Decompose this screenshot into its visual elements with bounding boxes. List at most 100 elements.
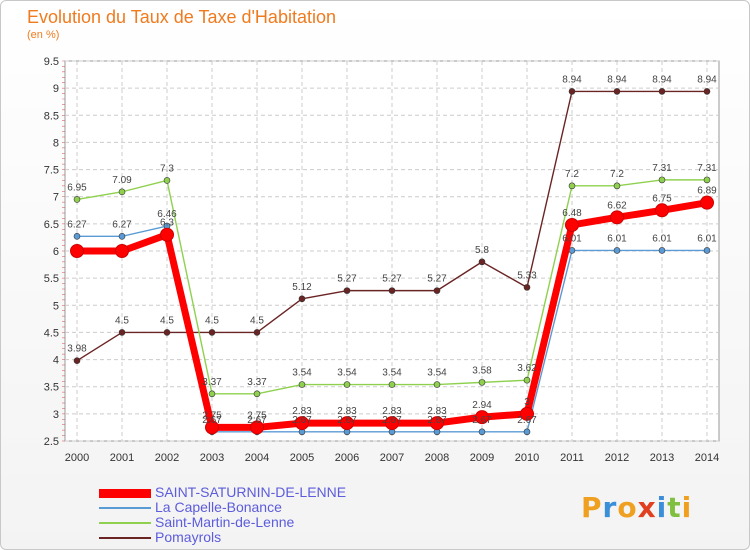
series-point-2 [703, 176, 711, 184]
data-label: 2.67 [427, 415, 447, 426]
series-point-0 [295, 416, 309, 431]
x-tick-label: 2007 [380, 452, 404, 464]
data-label: 3.58 [472, 365, 492, 376]
series-point-0 [430, 416, 444, 431]
legend-label: La Capelle-Bonance [155, 499, 282, 515]
series-point-2 [253, 390, 261, 398]
data-label: 8.94 [562, 74, 582, 85]
y-tick-label: 9.5 [44, 56, 59, 68]
data-label: 8.94 [652, 74, 672, 85]
x-tick-label: 2012 [605, 452, 629, 464]
legend-swatch [99, 522, 151, 524]
series-point-0 [70, 244, 84, 258]
y-tick-label: 6 [53, 246, 59, 258]
series-point-2 [343, 381, 351, 388]
series-point-3 [208, 329, 216, 336]
x-tick-label: 2013 [650, 452, 674, 464]
y-tick-label: 3.5 [44, 382, 59, 394]
chart-title: Evolution du Taux de Taxe d'Habitation [27, 7, 336, 27]
y-tick-label: 2.5 [44, 436, 59, 448]
logo-letter: r [602, 491, 618, 524]
data-label: 4.5 [205, 315, 219, 326]
series-point-2 [568, 182, 576, 190]
logo-letter: i [656, 491, 668, 524]
x-tick-label: 2011 [560, 452, 584, 464]
legend-label: Pomayrols [155, 529, 222, 545]
data-label: 6.01 [562, 233, 582, 244]
series-point-3 [568, 88, 576, 95]
data-label: 6.3 [160, 218, 174, 229]
series-point-3 [253, 329, 261, 336]
series-point-3 [613, 88, 621, 95]
legend-swatch [99, 488, 151, 498]
data-label: 2.75 [247, 410, 267, 421]
series-point-3 [388, 287, 396, 294]
x-tick-label: 2003 [200, 452, 224, 464]
data-label: 7.2 [565, 169, 579, 180]
y-tick-label: 6.5 [44, 219, 59, 231]
series-point-1 [703, 247, 711, 254]
series-point-3 [478, 258, 486, 266]
y-tick-label: 7.5 [44, 165, 59, 177]
data-label: 6.89 [697, 186, 717, 197]
series-point-2 [163, 177, 171, 184]
data-label: 3.37 [247, 377, 267, 388]
x-tick-label: 2005 [290, 452, 314, 464]
series-point-2 [73, 196, 81, 203]
series-point-3 [343, 287, 351, 294]
legend-swatch [99, 537, 151, 539]
series-point-0 [610, 210, 624, 225]
data-label: 3.54 [427, 368, 447, 379]
series-point-2 [433, 381, 441, 388]
y-tick-label: 5 [53, 300, 59, 312]
data-label: 3.98 [67, 344, 87, 355]
series-point-1 [658, 247, 666, 254]
data-label: 2.83 [292, 406, 312, 417]
data-label: 2.67 [292, 415, 312, 426]
data-label: 8.94 [607, 74, 627, 85]
data-label: 2.94 [472, 400, 492, 411]
legend-label: SAINT-SATURNIN-DE-LENNE [155, 484, 347, 500]
y-tick-label: 7 [53, 192, 59, 204]
data-label: 2.67 [247, 415, 267, 426]
data-label: 6.95 [67, 182, 87, 193]
series-point-3 [118, 329, 126, 336]
data-label: 4.5 [160, 315, 174, 326]
series-point-2 [118, 188, 126, 196]
series-point-3 [703, 88, 711, 95]
series-point-0 [700, 195, 714, 210]
data-label: 2.67 [382, 415, 402, 426]
data-label: 6.46 [157, 209, 177, 220]
data-label: 5.27 [337, 274, 357, 285]
data-label: 5.27 [427, 274, 447, 285]
x-tick-label: 2014 [695, 452, 719, 464]
data-label: 2.67 [337, 415, 357, 426]
data-label: 2.83 [427, 406, 447, 417]
data-label: 2.67 [472, 415, 492, 426]
x-tick-label: 2004 [245, 452, 269, 464]
data-label: 7.31 [697, 163, 717, 174]
series-point-0 [250, 420, 264, 435]
data-label: 5.12 [292, 282, 312, 293]
data-label: 6.01 [607, 233, 627, 244]
data-label: 2.83 [337, 406, 357, 417]
data-label: 6.27 [112, 219, 132, 230]
legend-label: Saint-Martin-de-Lenne [155, 514, 295, 530]
legend-swatch [99, 507, 151, 509]
y-tick-label: 4 [53, 355, 59, 367]
data-label: 5.8 [475, 245, 489, 256]
x-tick-label: 2002 [155, 452, 179, 464]
data-label: 5.27 [382, 274, 402, 285]
data-label: 7.2 [610, 169, 624, 180]
y-tick-label: 8.5 [44, 110, 59, 122]
proxiti-logo: Proxiti [581, 491, 692, 524]
data-label: 3.54 [337, 368, 357, 379]
y-tick-label: 4.5 [44, 327, 59, 339]
data-label: 2.75 [202, 410, 222, 421]
data-label: 6.48 [562, 208, 582, 219]
series-point-0 [385, 416, 399, 431]
data-label: 4.5 [250, 315, 264, 326]
data-label: 3.62 [517, 363, 537, 374]
